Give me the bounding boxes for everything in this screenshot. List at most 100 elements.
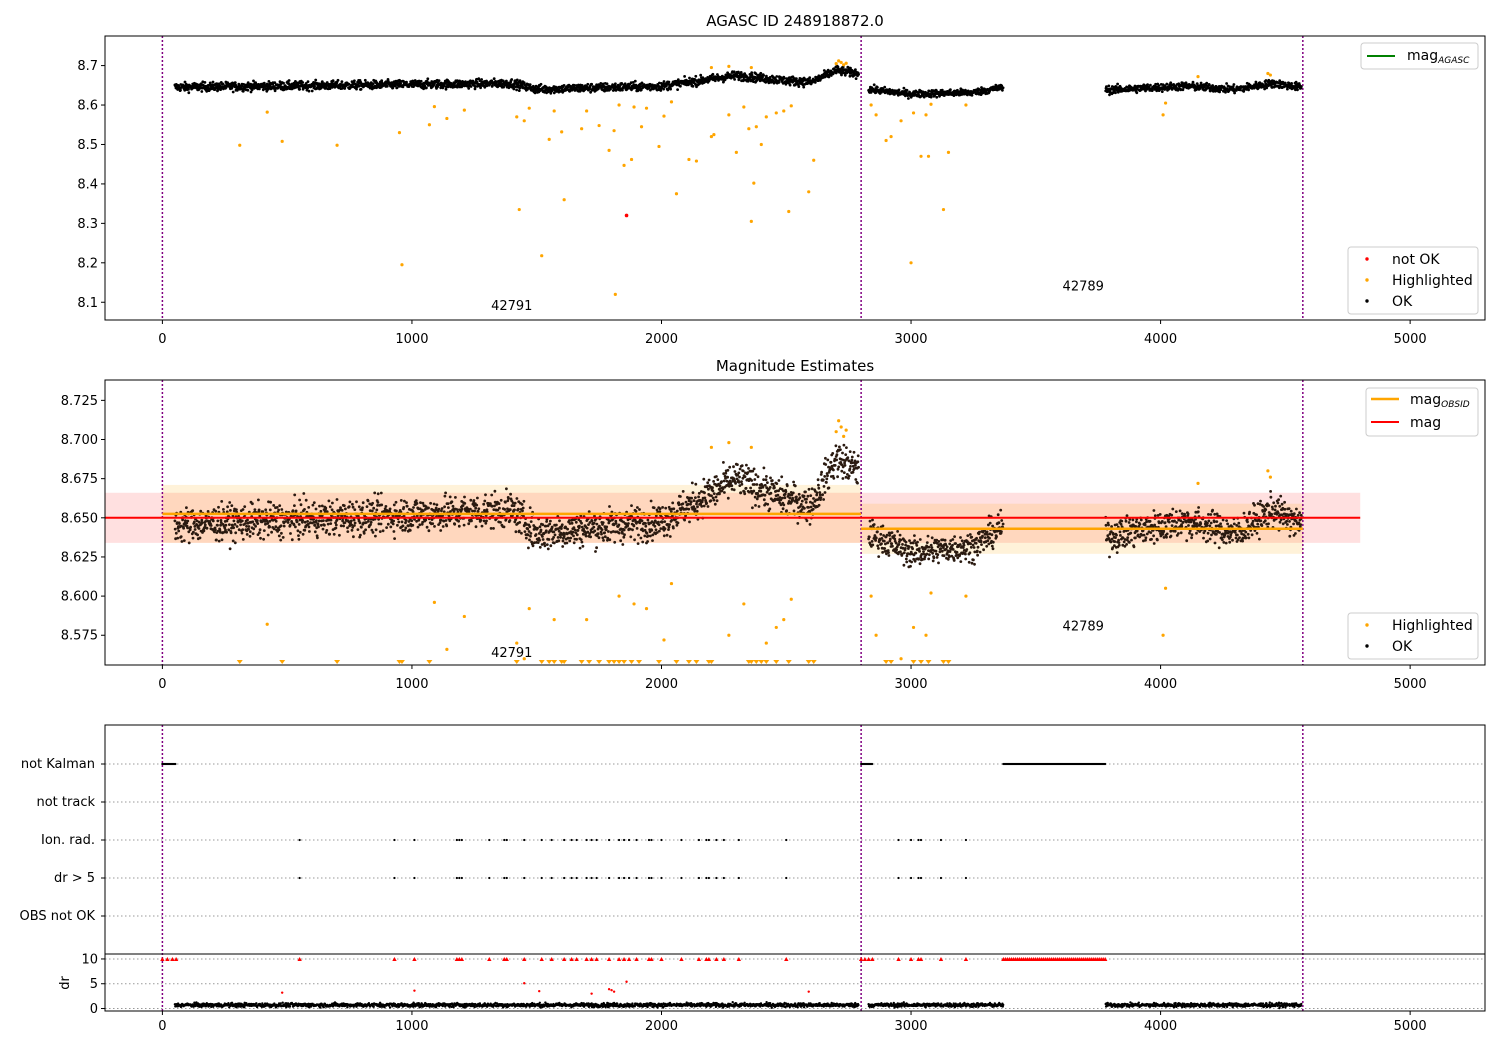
ok-point — [291, 509, 295, 512]
ok-point — [216, 523, 219, 527]
ok-point — [837, 465, 841, 469]
agasc-panel-title: AGASC ID 248918872.0 — [706, 12, 884, 30]
ok-point — [733, 78, 736, 81]
ok-point — [586, 82, 590, 86]
ok-point — [235, 508, 238, 511]
ok-point — [281, 536, 285, 539]
ok-point — [748, 73, 752, 76]
ok-point — [232, 519, 236, 523]
x-tick-label: 0 — [158, 332, 166, 347]
ok-point — [1290, 82, 1293, 85]
ok-point — [362, 531, 366, 535]
ok-point — [482, 519, 486, 523]
ok-point — [258, 531, 261, 535]
ok-point — [404, 526, 408, 530]
ok-point — [247, 525, 251, 528]
ok-point — [231, 539, 235, 543]
highlighted-point — [515, 115, 519, 119]
ok-point — [214, 509, 218, 513]
ok-point — [710, 494, 713, 498]
ok-point — [335, 498, 339, 501]
ok-point — [233, 541, 237, 545]
ok-point — [827, 75, 831, 79]
ok-point — [683, 75, 686, 78]
ok-point — [627, 522, 630, 525]
ok-point — [313, 530, 317, 534]
highlighted-point — [712, 133, 716, 137]
ok-point — [286, 521, 290, 524]
ok-point — [419, 82, 422, 86]
highlighted-point — [919, 154, 923, 158]
ok-point — [282, 524, 286, 528]
ok-point — [211, 80, 215, 84]
ok-point — [280, 508, 284, 511]
highlighted-point — [839, 60, 843, 65]
ok-point — [761, 485, 765, 489]
ok-point — [849, 465, 852, 468]
ok-point — [356, 528, 360, 531]
ok-point — [529, 520, 533, 523]
ok-point — [762, 478, 765, 481]
highlighted-point — [1268, 73, 1272, 77]
ok-point — [454, 496, 457, 499]
ok-point — [361, 506, 364, 510]
obsid-annotation-42791: 42791 — [491, 299, 532, 314]
ok-point — [473, 509, 476, 513]
not-ok-point — [624, 213, 629, 218]
ok-point — [750, 73, 754, 77]
ok-point — [645, 531, 649, 535]
ok-point — [1296, 88, 1299, 92]
highlighted-point — [749, 219, 753, 223]
ok-point — [646, 518, 650, 522]
ok-point — [880, 90, 883, 94]
ok-point — [822, 485, 826, 488]
ok-point — [221, 82, 225, 86]
ok-point — [304, 498, 308, 502]
ok-point — [482, 502, 486, 506]
ok-point — [818, 491, 822, 494]
ok-point — [358, 521, 362, 525]
ok-point — [572, 83, 576, 87]
ok-point — [357, 84, 361, 88]
ok-point — [228, 547, 232, 551]
ok-point — [1149, 83, 1152, 87]
ok-point — [728, 465, 732, 469]
ok-point — [307, 89, 311, 93]
ok-point — [293, 493, 297, 497]
ok-point — [742, 78, 745, 82]
ok-point — [795, 495, 798, 499]
ok-point — [602, 539, 605, 542]
highlighted-point — [946, 150, 951, 154]
ok-point — [269, 500, 272, 504]
ok-point — [638, 521, 642, 525]
ok-point — [1191, 80, 1195, 84]
ok-point — [605, 525, 609, 529]
ok-point — [351, 505, 355, 509]
ok-point — [528, 525, 532, 529]
ok-point — [180, 540, 184, 543]
ok-point — [613, 540, 617, 544]
ok-point — [492, 527, 495, 530]
ok-point — [715, 475, 718, 478]
ok-point — [869, 91, 873, 94]
ok-point — [528, 538, 531, 542]
ok-point — [217, 539, 221, 543]
ok-point — [344, 507, 347, 511]
ok-point — [357, 505, 361, 509]
ok-point — [845, 446, 848, 449]
ok-point — [740, 464, 744, 467]
ok-point — [513, 508, 516, 512]
ok-point — [575, 533, 579, 537]
ok-point — [256, 522, 260, 525]
highlighted-point — [941, 207, 946, 212]
ok-point — [804, 490, 807, 494]
ok-point — [683, 518, 686, 522]
ok-point — [709, 499, 713, 503]
ok-point — [456, 508, 459, 511]
ok-point — [552, 530, 556, 534]
ok-point — [720, 480, 723, 484]
ok-point — [893, 93, 896, 96]
mag-agasc-legend: magAGASC — [1360, 42, 1479, 70]
ok-point — [1108, 93, 1111, 97]
ok-point — [711, 489, 715, 493]
